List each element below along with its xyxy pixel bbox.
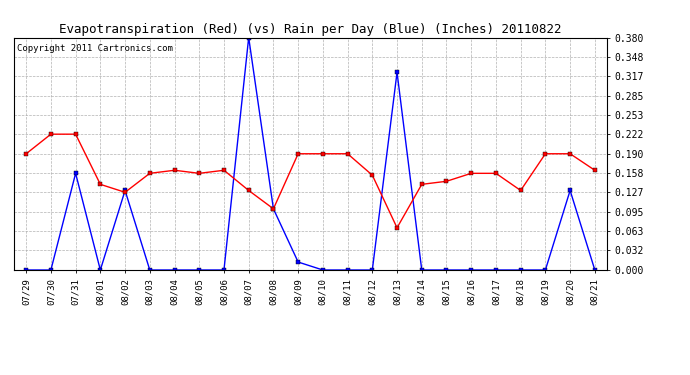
Text: Copyright 2011 Cartronics.com: Copyright 2011 Cartronics.com: [17, 45, 172, 54]
Title: Evapotranspiration (Red) (vs) Rain per Day (Blue) (Inches) 20110822: Evapotranspiration (Red) (vs) Rain per D…: [59, 23, 562, 36]
